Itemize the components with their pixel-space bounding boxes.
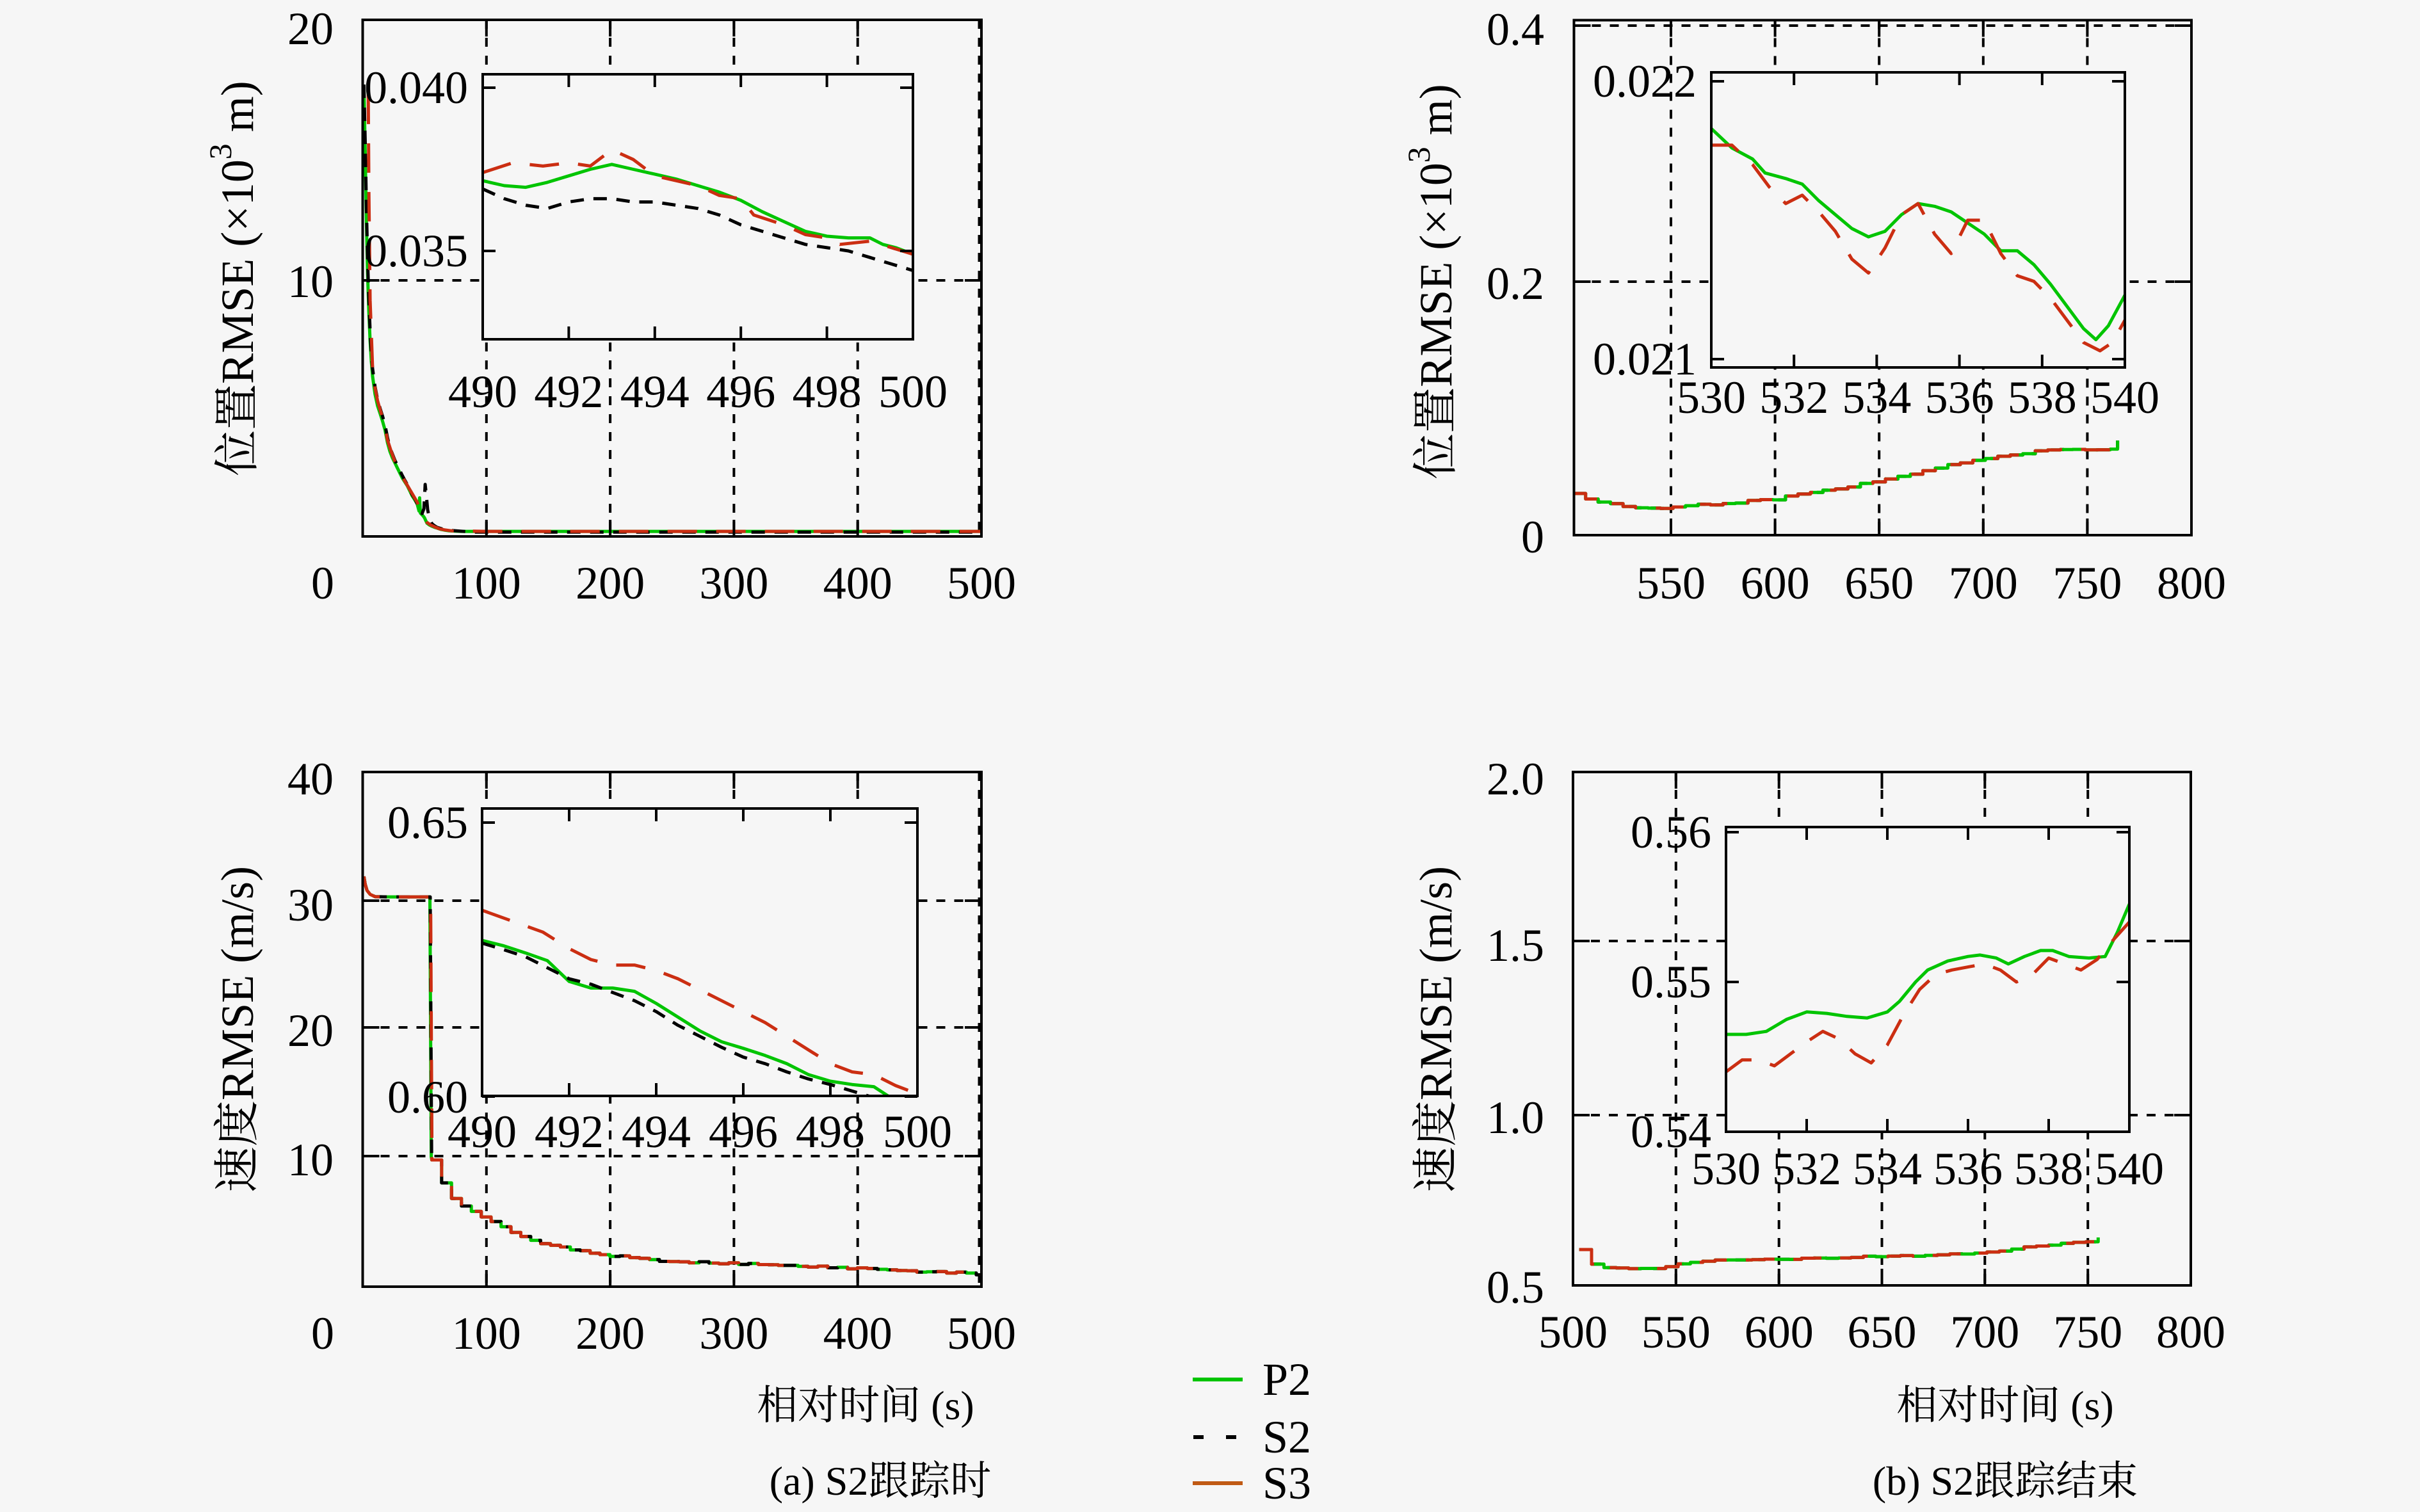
svg-text:0.040: 0.040 [364,62,468,113]
svg-text:10: 10 [287,256,334,307]
svg-text:536: 536 [1925,372,1994,423]
svg-text:400: 400 [823,1308,892,1359]
svg-text:200: 200 [576,558,645,609]
svg-text:600: 600 [1745,1307,1814,1358]
svg-text:550: 550 [1642,1307,1711,1358]
svg-text:0.56: 0.56 [1631,807,1711,858]
svg-text:498: 498 [793,366,862,417]
svg-text:500: 500 [883,1106,952,1157]
svg-text:532: 532 [1759,372,1828,423]
svg-text:0.2: 0.2 [1487,258,1544,309]
svg-text:(a) S2: (a) S2 [770,1458,869,1504]
svg-text:700: 700 [1950,1307,2019,1358]
svg-text:530: 530 [1677,372,1746,423]
svg-text:500: 500 [947,558,1016,609]
svg-text:498: 498 [796,1106,865,1157]
svg-text:534: 534 [1853,1143,1922,1194]
svg-text:RMSE (m/s): RMSE (m/s) [1410,866,1462,1100]
svg-text:500: 500 [878,366,948,417]
svg-text:30: 30 [287,880,334,931]
svg-text:0.65: 0.65 [387,797,468,848]
svg-text:200: 200 [576,1308,645,1359]
svg-text:1.0: 1.0 [1487,1092,1544,1143]
svg-text:750: 750 [2053,1307,2122,1358]
svg-text:100: 100 [452,1308,521,1359]
svg-text:534: 534 [1842,372,1911,423]
svg-text:800: 800 [2156,1307,2225,1358]
svg-text:RMSE (×10: RMSE (×10 [212,159,263,384]
svg-text:m): m) [1410,84,1462,147]
svg-text:496: 496 [706,366,775,417]
svg-text:494: 494 [620,366,690,417]
svg-text:RMSE (m/s): RMSE (m/s) [212,866,263,1100]
svg-text:0.60: 0.60 [387,1072,468,1123]
svg-text:40: 40 [287,753,334,805]
svg-text:(b) S2: (b) S2 [1873,1458,1974,1504]
svg-text:0.035: 0.035 [364,225,468,277]
svg-text:750: 750 [2053,558,2122,609]
svg-text:538: 538 [2008,372,2077,423]
svg-text:490: 490 [448,1106,517,1157]
svg-text:700: 700 [1949,558,2018,609]
svg-text:1.5: 1.5 [1487,920,1544,971]
svg-text:3: 3 [1401,147,1437,163]
svg-text:100: 100 [452,558,521,609]
svg-text:0.5: 0.5 [1487,1262,1544,1313]
svg-text:490: 490 [448,366,517,417]
svg-text:300: 300 [699,558,768,609]
svg-text:496: 496 [709,1106,778,1157]
svg-text:492: 492 [535,1106,604,1157]
svg-text:540: 540 [2090,372,2159,423]
svg-text:S3: S3 [1262,1458,1311,1509]
svg-text:800: 800 [2157,558,2226,609]
svg-text:600: 600 [1741,558,1810,609]
svg-text:530: 530 [1691,1143,1761,1194]
svg-text:300: 300 [699,1308,768,1359]
svg-text:550: 550 [1636,558,1706,609]
svg-text:S2: S2 [1262,1411,1311,1463]
svg-text:0.55: 0.55 [1631,956,1711,1008]
svg-text:0.54: 0.54 [1631,1106,1711,1157]
svg-text:20: 20 [287,1005,334,1056]
svg-text:538: 538 [2014,1143,2083,1194]
svg-text:20: 20 [287,3,334,54]
svg-text:400: 400 [823,558,892,609]
svg-text:500: 500 [947,1308,1016,1359]
svg-text:0: 0 [1521,511,1544,563]
svg-text:500: 500 [1538,1307,1608,1358]
svg-text:0: 0 [311,558,334,609]
svg-text:0.022: 0.022 [1593,56,1697,107]
svg-text:0.021: 0.021 [1593,334,1697,385]
svg-text:492: 492 [534,366,603,417]
svg-text:3: 3 [202,143,238,159]
svg-text:P2: P2 [1262,1354,1311,1405]
svg-text:650: 650 [1848,1307,1917,1358]
svg-text:RMSE (×10: RMSE (×10 [1410,163,1462,387]
svg-text:532: 532 [1772,1143,1841,1194]
svg-text:(s): (s) [921,1383,974,1428]
svg-text:540: 540 [2095,1143,2164,1194]
svg-text:0: 0 [311,1308,334,1359]
svg-text:494: 494 [622,1106,691,1157]
svg-text:0.4: 0.4 [1487,4,1544,55]
svg-text:650: 650 [1844,558,1914,609]
svg-text:2.0: 2.0 [1487,753,1544,805]
svg-text:(s): (s) [2060,1383,2114,1428]
svg-text:536: 536 [1933,1143,2003,1194]
svg-text:m): m) [212,81,263,143]
svg-text:10: 10 [287,1134,334,1186]
